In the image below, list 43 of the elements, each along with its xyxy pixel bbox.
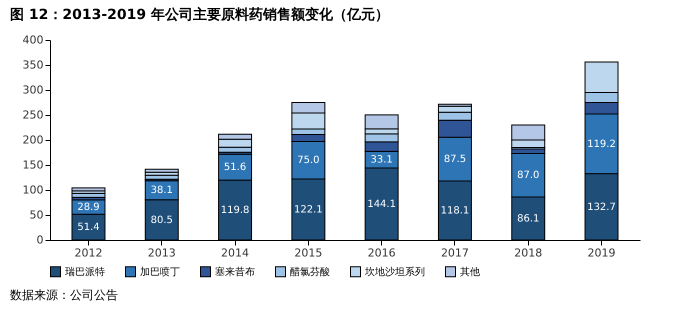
data-label: 132.7	[587, 202, 616, 213]
data-label: 51.6	[224, 162, 246, 174]
data-label: 75.0	[297, 155, 320, 166]
data-label: 118.1	[440, 205, 470, 216]
x-tick-label: 2019	[588, 246, 616, 260]
y-tick-label: 50	[30, 208, 44, 222]
x-tick-label: 2014	[221, 246, 250, 260]
data-label: 80.5	[150, 214, 173, 226]
legend-label: 醋氯芬酸	[290, 266, 330, 278]
legend-label: 加巴喷丁	[140, 266, 180, 278]
x-tick-label: 2012	[74, 246, 102, 260]
x-tick-label: 2013	[148, 246, 176, 260]
bar	[144, 168, 179, 173]
source-note: 数据来源：公司公告	[10, 288, 118, 302]
x-tick-label: 2018	[514, 246, 542, 260]
x-tick-label: 2017	[440, 246, 469, 260]
data-label: 86.1	[517, 213, 540, 224]
data-label: 119.8	[220, 205, 250, 216]
chart-title: 图 12：2013-2019 年公司主要原料药销售额变化（亿元）	[10, 6, 389, 23]
data-label: 51.4	[77, 222, 100, 234]
legend-label: 其他	[460, 266, 480, 278]
data-label: 144.1	[367, 198, 396, 210]
y-tick-label: 300	[22, 84, 44, 96]
y-tick-label: 150	[22, 158, 44, 172]
bar	[71, 187, 106, 192]
y-tick-label: 200	[22, 134, 44, 146]
data-label: 87.5	[444, 154, 466, 166]
data-label: 119.2	[587, 138, 616, 150]
y-tick-label: 250	[22, 108, 44, 122]
y-tick-label: 400	[22, 34, 44, 46]
y-tick-label: 0	[36, 234, 44, 246]
y-tick-label: 350	[22, 58, 44, 72]
legend-label: 瑞巴派特	[65, 266, 105, 278]
data-label: 28.9	[77, 202, 100, 214]
data-label: 33.1	[370, 154, 393, 166]
x-tick-label: 2015	[294, 246, 322, 260]
data-label: 38.1	[150, 185, 173, 196]
data-label: 87.0	[517, 170, 540, 182]
data-label: 122.1	[294, 204, 323, 216]
x-tick-label: 2016	[368, 246, 396, 260]
legend-label: 坎地沙坦系列	[364, 266, 425, 278]
legend-label: 塞来昔布	[215, 266, 255, 278]
y-tick-label: 100	[22, 184, 44, 196]
